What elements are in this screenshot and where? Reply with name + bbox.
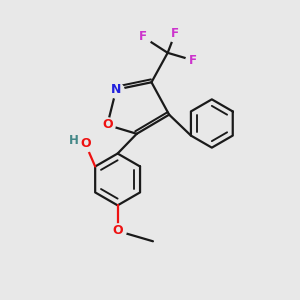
Text: F: F <box>189 54 197 67</box>
Text: N: N <box>111 83 121 96</box>
Text: H: H <box>68 134 78 147</box>
Text: F: F <box>171 27 179 40</box>
Text: O: O <box>112 224 123 238</box>
Text: O: O <box>80 137 91 150</box>
Text: O: O <box>102 118 112 131</box>
Text: F: F <box>139 30 147 43</box>
